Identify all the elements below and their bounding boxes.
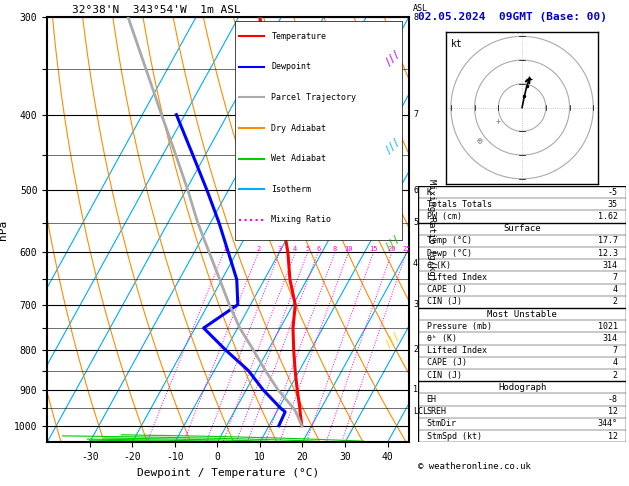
Text: ///: /// xyxy=(383,330,403,350)
Text: 314: 314 xyxy=(603,334,618,343)
Text: Temperature: Temperature xyxy=(271,32,326,41)
Text: 12.3: 12.3 xyxy=(598,249,618,258)
Text: 35: 35 xyxy=(608,200,618,209)
Text: 344°: 344° xyxy=(598,419,618,429)
Text: θᵏ(K): θᵏ(K) xyxy=(426,261,452,270)
Text: Pressure (mb): Pressure (mb) xyxy=(426,322,492,331)
Text: LCL: LCL xyxy=(413,407,428,417)
Text: 12: 12 xyxy=(608,407,618,416)
Text: 02.05.2024  09GMT (Base: 00): 02.05.2024 09GMT (Base: 00) xyxy=(418,12,607,22)
Text: 8: 8 xyxy=(333,246,337,252)
Text: Mixing Ratio (g/kg): Mixing Ratio (g/kg) xyxy=(427,178,436,281)
Text: Isotherm: Isotherm xyxy=(271,185,311,194)
X-axis label: Dewpoint / Temperature (°C): Dewpoint / Temperature (°C) xyxy=(137,468,319,478)
Text: -5: -5 xyxy=(608,188,618,196)
Bar xyxy=(235,21,401,240)
Text: 6: 6 xyxy=(316,246,320,252)
Text: CAPE (J): CAPE (J) xyxy=(426,359,467,367)
Text: Lifted Index: Lifted Index xyxy=(426,346,487,355)
Text: 3: 3 xyxy=(277,246,282,252)
Text: Temp (°C): Temp (°C) xyxy=(426,236,472,245)
Text: 15: 15 xyxy=(369,246,378,252)
Text: ///: /// xyxy=(383,136,403,156)
Text: kt: kt xyxy=(451,39,462,49)
Y-axis label: hPa: hPa xyxy=(0,220,8,240)
Text: Wet Adiabat: Wet Adiabat xyxy=(271,154,326,163)
Text: StmDir: StmDir xyxy=(426,419,457,429)
Text: Surface: Surface xyxy=(503,224,541,233)
Text: ///: /// xyxy=(383,233,403,253)
Text: Parcel Trajectory: Parcel Trajectory xyxy=(271,93,357,102)
Text: ⊕: ⊕ xyxy=(476,136,482,146)
Text: 5: 5 xyxy=(306,246,310,252)
Text: θᵏ (K): θᵏ (K) xyxy=(426,334,457,343)
Text: 4: 4 xyxy=(613,285,618,294)
Text: 32°38'N  343°54'W  1m ASL: 32°38'N 343°54'W 1m ASL xyxy=(72,4,241,15)
Text: Totals Totals: Totals Totals xyxy=(426,200,492,209)
Text: EH: EH xyxy=(426,395,437,404)
Text: K: K xyxy=(426,188,431,196)
Text: 2: 2 xyxy=(613,297,618,306)
Text: 10: 10 xyxy=(344,246,353,252)
Text: 4: 4 xyxy=(413,259,418,268)
Text: 7: 7 xyxy=(413,110,418,119)
Text: -8: -8 xyxy=(608,395,618,404)
Text: km
ASL: km ASL xyxy=(413,0,428,13)
Text: SREH: SREH xyxy=(426,407,447,416)
Text: 1: 1 xyxy=(413,385,418,395)
Text: Hodograph: Hodograph xyxy=(498,383,546,392)
Text: 5: 5 xyxy=(413,218,418,227)
Text: 4: 4 xyxy=(293,246,298,252)
Text: 7: 7 xyxy=(613,273,618,282)
Text: 1.62: 1.62 xyxy=(598,212,618,221)
Text: 4: 4 xyxy=(613,359,618,367)
Text: 20: 20 xyxy=(387,246,396,252)
Text: 7: 7 xyxy=(613,346,618,355)
Text: Dry Adiabat: Dry Adiabat xyxy=(271,123,326,133)
Text: PW (cm): PW (cm) xyxy=(426,212,462,221)
Text: 6: 6 xyxy=(413,186,418,195)
Text: 17.7: 17.7 xyxy=(598,236,618,245)
Text: 314: 314 xyxy=(603,261,618,270)
Text: CIN (J): CIN (J) xyxy=(426,371,462,380)
Text: 2: 2 xyxy=(413,346,418,354)
Text: ///: /// xyxy=(383,49,403,68)
Text: 1: 1 xyxy=(221,246,226,252)
Text: CAPE (J): CAPE (J) xyxy=(426,285,467,294)
Text: 2: 2 xyxy=(256,246,260,252)
Text: 1021: 1021 xyxy=(598,322,618,331)
Text: 25: 25 xyxy=(402,246,411,252)
Text: 2: 2 xyxy=(613,371,618,380)
Text: CIN (J): CIN (J) xyxy=(426,297,462,306)
Text: © weatheronline.co.uk: © weatheronline.co.uk xyxy=(418,462,531,471)
Text: Dewpoint: Dewpoint xyxy=(271,62,311,71)
Text: 8: 8 xyxy=(413,13,418,21)
Text: StmSpd (kt): StmSpd (kt) xyxy=(426,432,482,441)
Text: +: + xyxy=(496,117,501,126)
Text: 3: 3 xyxy=(413,300,418,309)
Text: Most Unstable: Most Unstable xyxy=(487,310,557,319)
Text: Lifted Index: Lifted Index xyxy=(426,273,487,282)
Text: Dewp (°C): Dewp (°C) xyxy=(426,249,472,258)
Text: 12: 12 xyxy=(608,432,618,441)
Text: Mixing Ratio: Mixing Ratio xyxy=(271,215,331,225)
